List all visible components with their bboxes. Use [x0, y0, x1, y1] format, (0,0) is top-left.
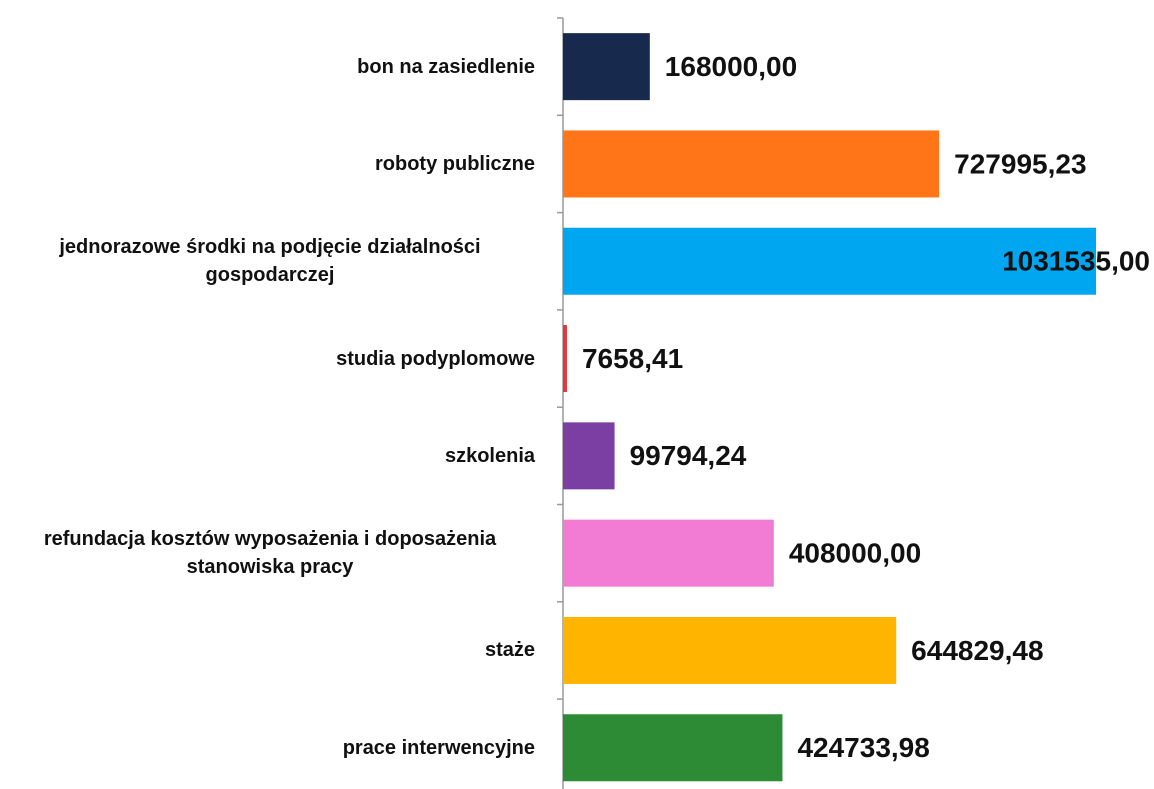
bar [563, 519, 774, 587]
data-label: 1031535,00 [1002, 246, 1150, 277]
category-label: jednorazowe środki na podjęcie działalno… [59, 236, 481, 287]
bar [563, 422, 615, 490]
data-label: 727995,23 [954, 148, 1086, 179]
data-label: 408000,00 [789, 538, 921, 569]
bar [563, 325, 567, 393]
bar [563, 714, 783, 782]
category-label: szkolenia [444, 444, 535, 467]
data-label: 168000,00 [665, 51, 797, 82]
category-label: staże [484, 639, 535, 662]
category-label: studia podyplomowe [336, 347, 535, 370]
bar [563, 227, 1096, 295]
category-label: prace interwencyjne [342, 736, 535, 759]
data-label: 99794,24 [630, 440, 747, 471]
bar [563, 33, 650, 101]
category-label: bon na zasiedlenie [357, 55, 535, 78]
bar [563, 130, 940, 198]
bar [563, 616, 897, 684]
data-label: 644829,48 [911, 635, 1043, 666]
category-label: refundacja kosztów wyposażenia i doposaż… [43, 528, 497, 579]
data-label: 7658,41 [582, 343, 683, 374]
data-label: 424733,98 [797, 732, 929, 763]
category-label: roboty publiczne [375, 152, 535, 175]
